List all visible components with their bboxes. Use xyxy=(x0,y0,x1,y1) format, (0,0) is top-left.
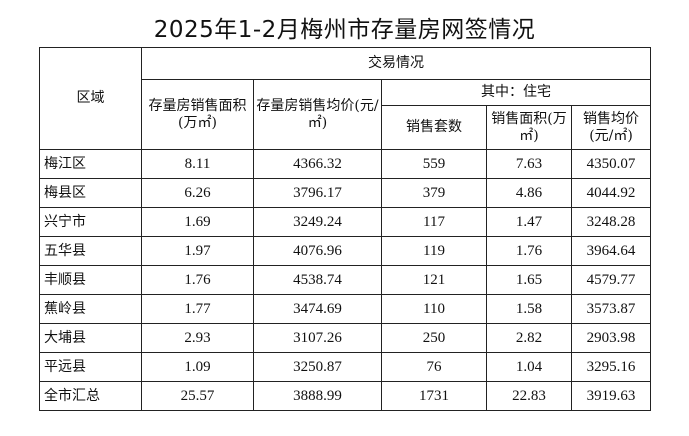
avg-price-cell: 3796.17 xyxy=(253,178,382,208)
res-price-cell: 2903.98 xyxy=(570,323,652,353)
avg-price-cell: 3250.87 xyxy=(253,352,382,382)
res-price-cell: 4350.07 xyxy=(570,149,652,179)
sales-area-cell: 1.09 xyxy=(141,352,254,382)
region-cell: 大埔县 xyxy=(39,323,142,353)
res-price-cell: 3919.63 xyxy=(570,381,652,411)
avg-price-cell: 4538.74 xyxy=(253,265,382,295)
sales-area-cell: 1.69 xyxy=(141,207,254,237)
res-area-cell: 1.58 xyxy=(486,294,572,324)
sales-area-cell: 8.11 xyxy=(141,149,254,179)
header-res-price: 销售均价(元/㎡) xyxy=(570,105,652,150)
sales-area-cell: 1.97 xyxy=(141,236,254,266)
region-cell: 五华县 xyxy=(39,236,142,266)
page-title: 2025年1-2月梅州市存量房网签情况 xyxy=(153,17,536,43)
avg-price-cell: 4076.96 xyxy=(253,236,382,266)
avg-price-cell: 4366.32 xyxy=(253,149,382,179)
res-price-cell: 3573.87 xyxy=(570,294,652,324)
header-sales-area: 存量房销售面积(万㎡) xyxy=(141,79,254,150)
avg-price-cell: 3474.69 xyxy=(253,294,382,324)
region-cell: 梅江区 xyxy=(39,149,142,179)
housing-transaction-table: 区域 交易情况 存量房销售面积(万㎡) 存量房销售均价(元/㎡) 其中：住宅 销… xyxy=(39,47,652,411)
res-area-cell: 4.86 xyxy=(486,178,572,208)
table-row: 梅江区 8.11 4366.32 559 7.63 4350.07 xyxy=(39,149,652,179)
table-header: 区域 交易情况 存量房销售面积(万㎡) 存量房销售均价(元/㎡) 其中：住宅 销… xyxy=(39,47,652,150)
header-avg-price: 存量房销售均价(元/㎡) xyxy=(253,79,382,150)
res-price-cell: 3964.64 xyxy=(570,236,652,266)
res-units-cell: 121 xyxy=(381,265,487,295)
sales-area-cell: 25.57 xyxy=(141,381,254,411)
header-region: 区域 xyxy=(39,47,142,150)
res-area-cell: 7.63 xyxy=(486,149,572,179)
sales-area-cell: 2.93 xyxy=(141,323,254,353)
res-price-cell: 4044.92 xyxy=(570,178,652,208)
header-transaction-group: 交易情况 xyxy=(140,47,652,80)
res-units-cell: 110 xyxy=(381,294,487,324)
region-cell: 全市汇总 xyxy=(39,381,142,411)
table-row: 平远县 1.09 3250.87 76 1.04 3295.16 xyxy=(39,352,652,382)
table-row: 全市汇总 25.57 3888.99 1731 22.83 3919.63 xyxy=(39,381,652,411)
sales-area-cell: 6.26 xyxy=(141,178,254,208)
res-area-cell: 22.83 xyxy=(486,381,572,411)
res-units-cell: 559 xyxy=(381,149,487,179)
region-cell: 平远县 xyxy=(39,352,142,382)
res-units-cell: 119 xyxy=(381,236,487,266)
res-price-cell: 3248.28 xyxy=(570,207,652,237)
avg-price-cell: 3107.26 xyxy=(253,323,382,353)
res-units-cell: 250 xyxy=(381,323,487,353)
avg-price-cell: 3249.24 xyxy=(253,207,382,237)
region-cell: 梅县区 xyxy=(39,178,142,208)
table-row: 大埔县 2.93 3107.26 250 2.82 2903.98 xyxy=(39,323,652,353)
header-residential-group: 其中：住宅 xyxy=(380,79,652,106)
header-res-units: 销售套数 xyxy=(381,105,487,150)
table-row: 丰顺县 1.76 4538.74 121 1.65 4579.77 xyxy=(39,265,652,295)
sales-area-cell: 1.77 xyxy=(141,294,254,324)
region-cell: 丰顺县 xyxy=(39,265,142,295)
res-units-cell: 379 xyxy=(381,178,487,208)
res-units-cell: 117 xyxy=(381,207,487,237)
table-row: 蕉岭县 1.77 3474.69 110 1.58 3573.87 xyxy=(39,294,652,324)
table-row: 兴宁市 1.69 3249.24 117 1.47 3248.28 xyxy=(39,207,652,237)
res-area-cell: 1.47 xyxy=(486,207,572,237)
res-area-cell: 1.76 xyxy=(486,236,572,266)
region-cell: 蕉岭县 xyxy=(39,294,142,324)
res-price-cell: 4579.77 xyxy=(570,265,652,295)
header-res-area: 销售面积(万㎡) xyxy=(486,105,572,150)
res-units-cell: 1731 xyxy=(381,381,487,411)
region-cell: 兴宁市 xyxy=(39,207,142,237)
table-body: 梅江区 8.11 4366.32 559 7.63 4350.07 梅县区 6.26 3796.… xyxy=(39,149,652,411)
sales-area-cell: 1.76 xyxy=(141,265,254,295)
table-row: 梅县区 6.26 3796.17 379 4.86 4044.92 xyxy=(39,178,652,208)
avg-price-cell: 3888.99 xyxy=(253,381,382,411)
res-area-cell: 2.82 xyxy=(486,323,572,353)
res-area-cell: 1.65 xyxy=(486,265,572,295)
res-area-cell: 1.04 xyxy=(486,352,572,382)
res-units-cell: 76 xyxy=(381,352,487,382)
res-price-cell: 3295.16 xyxy=(570,352,652,382)
table-row: 五华县 1.97 4076.96 119 1.76 3964.64 xyxy=(39,236,652,266)
